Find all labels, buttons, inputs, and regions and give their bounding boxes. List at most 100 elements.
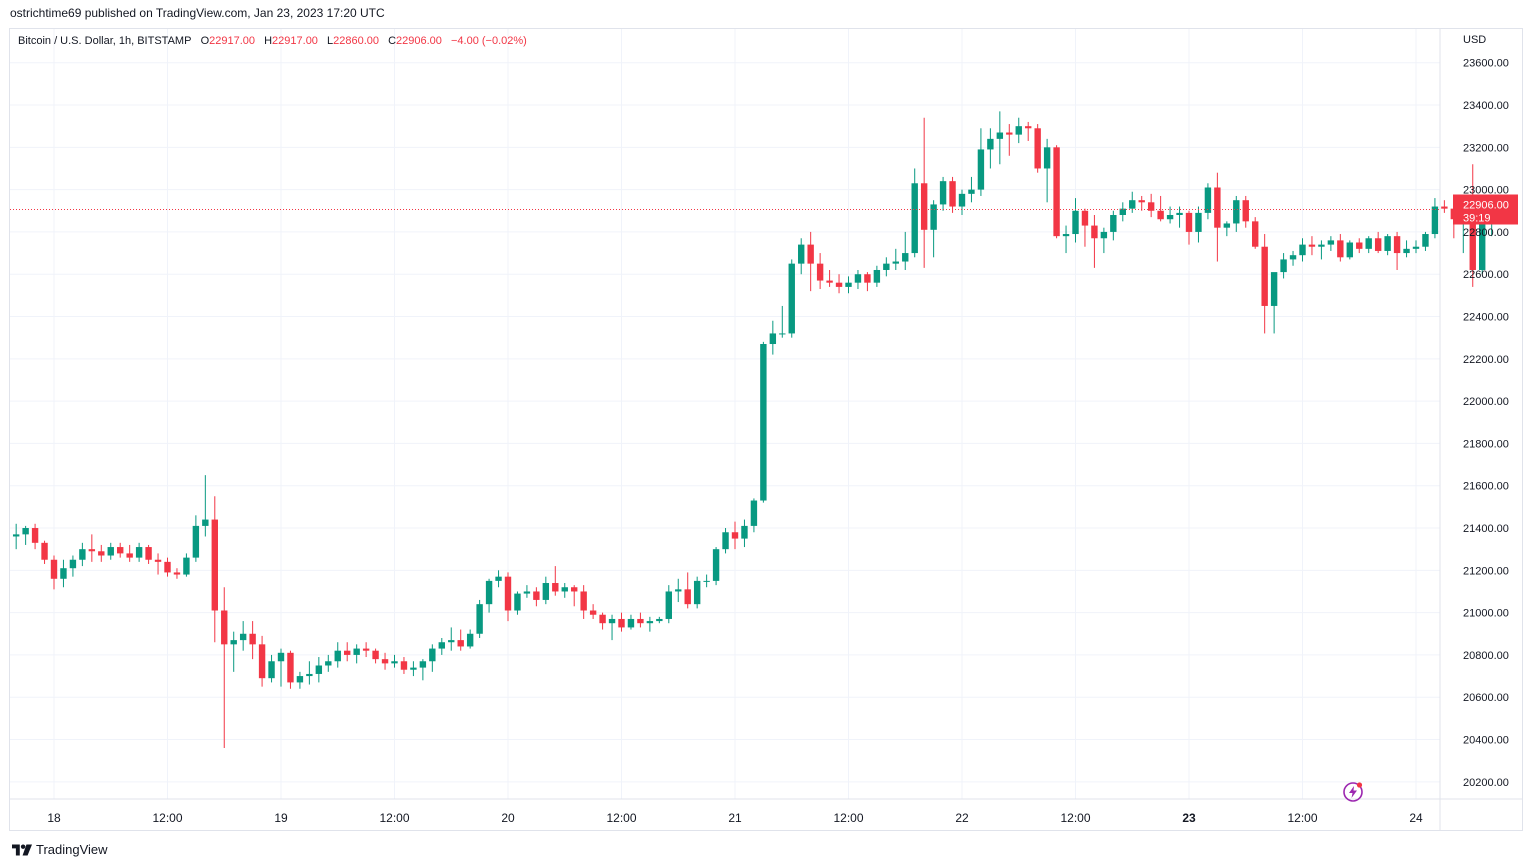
candle[interactable] bbox=[1252, 217, 1259, 249]
candle[interactable] bbox=[816, 253, 824, 290]
candle[interactable] bbox=[514, 591, 521, 615]
candle[interactable] bbox=[277, 648, 285, 687]
candle[interactable] bbox=[920, 117, 928, 268]
candle[interactable] bbox=[1100, 227, 1108, 254]
candle[interactable] bbox=[1233, 195, 1240, 232]
candle[interactable] bbox=[864, 272, 871, 292]
lightning-icon[interactable] bbox=[1342, 781, 1364, 803]
candle[interactable] bbox=[684, 572, 691, 609]
candle[interactable] bbox=[703, 574, 710, 588]
candle[interactable] bbox=[902, 231, 909, 270]
candle[interactable] bbox=[126, 544, 133, 562]
candle[interactable] bbox=[1479, 221, 1486, 275]
candle[interactable] bbox=[741, 519, 748, 548]
candle[interactable] bbox=[930, 200, 937, 258]
candle[interactable] bbox=[1110, 210, 1117, 241]
candle[interactable] bbox=[221, 587, 228, 748]
candle[interactable] bbox=[1441, 200, 1448, 213]
candle[interactable] bbox=[1204, 183, 1212, 220]
candle[interactable] bbox=[495, 570, 502, 588]
candle[interactable] bbox=[561, 583, 568, 598]
candle[interactable] bbox=[457, 629, 464, 651]
candle[interactable] bbox=[627, 614, 635, 630]
candle[interactable] bbox=[883, 257, 890, 277]
candle[interactable] bbox=[31, 523, 39, 550]
candle[interactable] bbox=[571, 585, 578, 607]
candle[interactable] bbox=[296, 671, 304, 689]
candle[interactable] bbox=[372, 648, 379, 664]
candle[interactable] bbox=[712, 547, 720, 586]
candle[interactable] bbox=[1431, 198, 1439, 239]
candle[interactable] bbox=[391, 654, 398, 668]
candle[interactable] bbox=[1469, 164, 1476, 287]
candle[interactable] bbox=[239, 621, 247, 651]
candle[interactable] bbox=[835, 274, 843, 294]
candle[interactable] bbox=[419, 659, 427, 681]
candle[interactable] bbox=[1365, 236, 1372, 254]
candle[interactable] bbox=[1412, 240, 1420, 254]
candle[interactable] bbox=[1034, 124, 1041, 173]
candle[interactable] bbox=[117, 542, 124, 558]
candle[interactable] bbox=[287, 650, 294, 689]
candle[interactable] bbox=[608, 614, 616, 641]
candle[interactable] bbox=[675, 578, 682, 603]
candle[interactable] bbox=[1384, 234, 1391, 256]
candle[interactable] bbox=[258, 635, 266, 687]
candle[interactable] bbox=[476, 599, 483, 638]
candle[interactable] bbox=[807, 231, 814, 292]
candle[interactable] bbox=[599, 612, 606, 630]
candle[interactable] bbox=[949, 176, 956, 213]
candle[interactable] bbox=[656, 616, 663, 624]
candle[interactable] bbox=[1422, 231, 1429, 251]
candle[interactable] bbox=[504, 572, 512, 622]
candle[interactable] bbox=[854, 269, 862, 290]
candlestick-chart[interactable]: 20200.00 20400.00 20600.00 20800.00 21000.00… bbox=[10, 29, 1522, 830]
candle[interactable] bbox=[466, 629, 474, 649]
candle[interactable] bbox=[1138, 195, 1145, 211]
candle[interactable] bbox=[533, 587, 540, 607]
candle[interactable] bbox=[344, 642, 351, 662]
candle[interactable] bbox=[769, 320, 777, 355]
candle[interactable] bbox=[306, 661, 313, 685]
candle[interactable] bbox=[79, 542, 86, 567]
candle[interactable] bbox=[722, 528, 729, 554]
candle[interactable] bbox=[760, 341, 767, 503]
candle[interactable] bbox=[1261, 234, 1268, 334]
candle[interactable] bbox=[362, 642, 370, 658]
candle[interactable] bbox=[145, 544, 152, 564]
candle[interactable] bbox=[41, 540, 48, 564]
candle[interactable] bbox=[1053, 145, 1060, 239]
candle[interactable] bbox=[173, 568, 181, 579]
candle[interactable] bbox=[485, 578, 493, 613]
candle[interactable] bbox=[1242, 195, 1249, 228]
candle[interactable] bbox=[192, 515, 200, 562]
candle[interactable] bbox=[107, 542, 114, 560]
candle[interactable] bbox=[1091, 214, 1098, 268]
candle[interactable] bbox=[1157, 195, 1164, 222]
candle[interactable] bbox=[958, 189, 966, 215]
candle[interactable] bbox=[1119, 202, 1126, 222]
candle[interactable] bbox=[845, 276, 852, 294]
candle[interactable] bbox=[334, 642, 341, 668]
candle[interactable] bbox=[1289, 250, 1297, 266]
candle[interactable] bbox=[1081, 208, 1089, 247]
candle[interactable] bbox=[1195, 206, 1202, 243]
candle[interactable] bbox=[1280, 253, 1287, 279]
candle[interactable] bbox=[911, 168, 918, 258]
candle[interactable] bbox=[268, 654, 275, 683]
candle[interactable] bbox=[637, 612, 644, 628]
candle[interactable] bbox=[788, 259, 795, 338]
candle[interactable] bbox=[1043, 138, 1051, 203]
candle[interactable] bbox=[1270, 272, 1278, 334]
candle[interactable] bbox=[892, 248, 899, 270]
candle[interactable] bbox=[1072, 198, 1079, 243]
candle[interactable] bbox=[429, 644, 436, 672]
candle[interactable] bbox=[826, 269, 833, 287]
candle[interactable] bbox=[1223, 221, 1231, 237]
candle[interactable] bbox=[552, 566, 559, 596]
candle[interactable] bbox=[325, 654, 332, 672]
candle[interactable] bbox=[410, 661, 417, 677]
candle[interactable] bbox=[1393, 231, 1401, 270]
candle[interactable] bbox=[1403, 240, 1410, 258]
candle[interactable] bbox=[98, 544, 105, 562]
